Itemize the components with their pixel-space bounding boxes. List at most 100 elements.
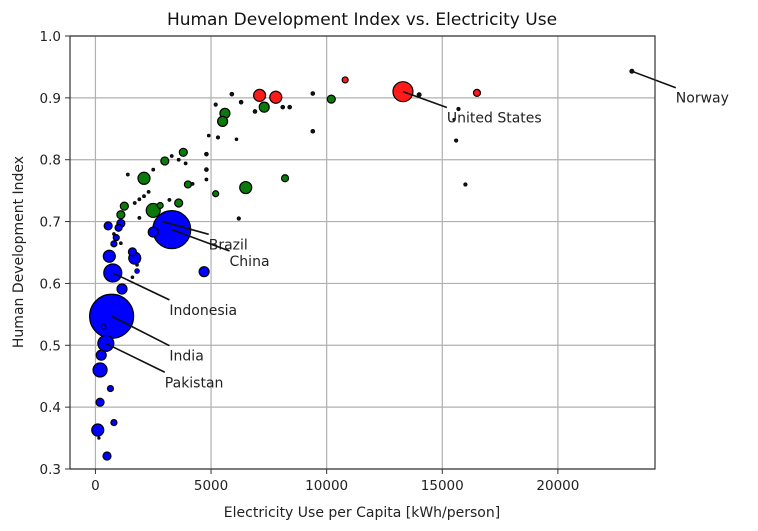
- data-point-blue: [95, 349, 107, 361]
- data-point-black: [204, 151, 209, 157]
- annotation-leader-line: [402, 90, 448, 109]
- data-point-black: [213, 102, 218, 107]
- y-tick-label: 0.5: [40, 338, 61, 354]
- data-point-black: [238, 99, 244, 105]
- data-point-blue: [106, 384, 115, 393]
- data-point-black: [229, 91, 235, 97]
- data-point-red: [472, 88, 482, 98]
- x-axis-label: Electricity Use per Capita [kWh/person]: [224, 505, 500, 521]
- data-point-black: [151, 167, 156, 172]
- annotation-label-china: China: [230, 254, 270, 270]
- data-point-blue: [102, 451, 112, 461]
- data-point-blue: [116, 283, 128, 295]
- data-point-black: [169, 154, 174, 158]
- y-tick-label: 0.9: [40, 91, 61, 107]
- scatter-points: [89, 68, 635, 461]
- data-point-red: [269, 90, 283, 104]
- data-point-green: [160, 156, 170, 166]
- grid: [70, 35, 655, 470]
- y-tick-label: 1.0: [40, 29, 61, 45]
- data-point-black: [167, 198, 172, 202]
- annotation-leader-line: [631, 70, 677, 89]
- y-tick-label: 0.7: [40, 215, 61, 231]
- data-point-green: [183, 180, 193, 189]
- axis-ticks: 0 5000 10000 15000 20000 0.3 0.4 0.5 0.6 0.7 0.8 0.…: [40, 29, 580, 494]
- data-point-black: [176, 157, 181, 162]
- data-point-black: [97, 436, 101, 440]
- data-point-blue: [110, 419, 118, 427]
- data-point-green: [258, 101, 270, 113]
- annotation-label-indonesia: Indonesia: [169, 303, 237, 319]
- data-point-green: [174, 198, 184, 208]
- annotation-leader-line: [171, 228, 230, 252]
- annotation-label-norway: Norway: [676, 91, 729, 107]
- data-point-black: [236, 216, 241, 221]
- annotation-label-india: India: [169, 349, 203, 365]
- data-point-black: [204, 177, 209, 182]
- data-point-black: [119, 241, 123, 246]
- data-point-black: [456, 106, 461, 112]
- data-point-black: [234, 137, 239, 142]
- data-point-green: [212, 190, 220, 198]
- data-point-blue: [114, 223, 123, 232]
- x-tick-label: 15000: [421, 478, 464, 494]
- data-point-blue: [103, 221, 113, 231]
- data-point-red: [253, 88, 267, 102]
- data-point-black: [135, 263, 139, 267]
- data-point-blue: [127, 247, 138, 257]
- annotation-leader-line: [111, 315, 170, 347]
- chart-title: Human Development Index vs. Electricity …: [167, 10, 557, 30]
- data-point-blue: [198, 266, 210, 278]
- y-tick-label: 0.8: [40, 153, 61, 169]
- data-point-green: [145, 202, 161, 219]
- y-tick-label: 0.3: [40, 462, 61, 478]
- data-point-green: [326, 94, 336, 104]
- y-tick-label: 0.4: [40, 400, 61, 416]
- data-point-black: [463, 182, 468, 187]
- data-point-black: [190, 181, 195, 186]
- annotation-leader-line: [162, 220, 209, 236]
- data-point-green: [116, 210, 126, 220]
- data-point-black: [252, 109, 258, 114]
- data-point-black: [454, 138, 459, 143]
- data-point-black: [142, 194, 146, 199]
- data-point-black: [130, 275, 135, 280]
- data-point-black: [452, 118, 456, 122]
- data-point-green: [137, 171, 151, 185]
- data-point-black: [132, 201, 137, 205]
- data-point-black: [310, 128, 316, 134]
- plot-frame: [69, 35, 656, 470]
- data-point-black: [280, 104, 286, 110]
- data-point-black: [310, 91, 316, 96]
- data-point-red: [341, 76, 349, 84]
- annotation-label-brazil: Brazil: [209, 237, 248, 253]
- data-point-green: [217, 115, 229, 127]
- data-point-black: [183, 161, 188, 166]
- data-point-black: [287, 104, 292, 110]
- data-point-green: [239, 180, 253, 195]
- annotation-leader-line: [105, 342, 166, 373]
- data-point-blue: [95, 397, 105, 407]
- data-point-black: [112, 232, 116, 236]
- annotation-leader-line: [112, 272, 170, 301]
- x-tick-label: 5000: [194, 478, 228, 494]
- data-point-blue: [110, 240, 118, 248]
- data-point-black: [137, 215, 142, 220]
- data-point-black: [137, 197, 142, 202]
- data-point-blue: [112, 234, 120, 242]
- data-point-blue: [102, 249, 116, 263]
- data-point-black: [206, 133, 211, 138]
- x-tick-label: 0: [91, 478, 100, 494]
- data-point-black: [125, 172, 130, 177]
- data-point-blue: [91, 423, 105, 437]
- y-tick-label: 0.6: [40, 276, 61, 292]
- annotation-label-united-states: United States: [447, 111, 542, 127]
- data-point-blue: [92, 362, 108, 378]
- y-axis-label: Human Development Index: [11, 156, 27, 348]
- data-point-green: [178, 147, 188, 157]
- data-point-black: [146, 189, 151, 194]
- data-point-black: [215, 135, 221, 140]
- x-tick-label: 10000: [305, 478, 348, 494]
